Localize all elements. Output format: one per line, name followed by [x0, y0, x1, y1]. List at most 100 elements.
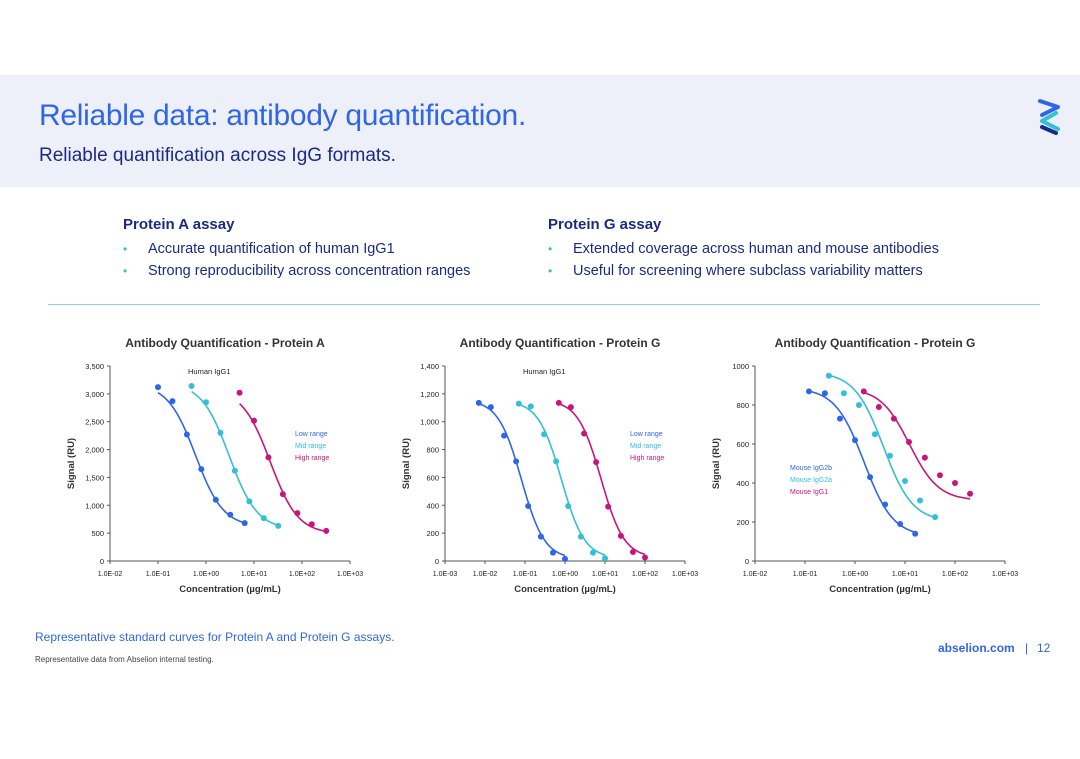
chart-protein-a: Antibody Quantification - Protein A 0 500 1… — [66, 336, 363, 595]
data-point — [308, 521, 315, 528]
data-point — [246, 498, 253, 505]
data-point — [875, 403, 882, 410]
x-tick-label: 1.0E+02 — [942, 571, 968, 578]
chart-protein-g-mouse: Antibody Quantification - Protein G 0 200 4… — [711, 336, 1018, 595]
legend-entry: Mid range — [295, 443, 326, 450]
fit-curve-line — [828, 374, 936, 519]
fit-curve-line — [478, 402, 566, 557]
figure-caption: Representative standard curves for Prote… — [35, 630, 395, 644]
x-tick-label: 1.0E+00 — [193, 571, 219, 578]
data-point — [860, 388, 867, 395]
assay-bullet: Extended coverage across human and mouse… — [548, 238, 978, 260]
data-point — [525, 502, 532, 509]
data-point — [323, 527, 330, 534]
data-point — [265, 454, 272, 461]
protein-a-assay: Protein A assay Accurate quantification … — [123, 216, 553, 282]
x-tick-label: 1.0E+01 — [592, 571, 618, 578]
x-tick-label: 1.0E+02 — [632, 571, 658, 578]
x-tick-label: 1.0E-01 — [513, 571, 538, 578]
y-tick-label: 1,400 — [420, 362, 439, 371]
x-tick-label: 1.0E+00 — [552, 571, 578, 578]
legend-entry: Mouse IgG2b — [790, 465, 832, 472]
legend-entry: High range — [630, 455, 664, 462]
data-point — [565, 502, 572, 509]
data-point — [217, 429, 224, 436]
x-tick-label: 1.0E+02 — [289, 571, 315, 578]
data-point — [279, 491, 286, 498]
y-tick-label: 3,500 — [85, 362, 104, 371]
x-axis-label: Concentration (µg/mL) — [829, 584, 931, 595]
data-point — [562, 555, 568, 562]
assay-bullet: Useful for screening where subclass vari… — [548, 260, 978, 282]
y-tick-label: 1,200 — [420, 390, 439, 399]
x-axis-label: Concentration (µg/mL) — [179, 584, 281, 595]
data-point — [501, 432, 508, 439]
page-number: 12 — [1037, 641, 1051, 655]
data-point — [515, 400, 522, 407]
data-point — [912, 530, 919, 537]
y-tick-label: 200 — [736, 518, 749, 527]
data-point — [871, 431, 878, 438]
y-axis-label: Signal (RU) — [401, 438, 412, 489]
y-tick-label: 1000 — [732, 362, 749, 371]
data-point — [890, 415, 897, 422]
data-point — [602, 555, 608, 562]
website-link[interactable]: abselion.com — [938, 641, 1015, 655]
chart-title: Antibody Quantification - Protein A — [125, 336, 325, 350]
data-point — [251, 417, 257, 424]
x-tick-label: 1.0E-02 — [743, 571, 768, 578]
assay-heading: Protein A assay — [123, 216, 235, 233]
data-point — [629, 548, 636, 555]
data-point — [231, 467, 238, 474]
legend-entry: Mouse IgG1 — [790, 489, 828, 496]
y-tick-label: 400 — [736, 479, 749, 488]
legend-entry: High range — [295, 455, 329, 462]
legend-entry: Low range — [630, 431, 663, 438]
data-point — [821, 390, 828, 397]
y-tick-label: 3,000 — [85, 390, 104, 399]
legend-entry: Low range — [295, 431, 328, 438]
assay-bullets: Accurate quantification of human IgG1 St… — [123, 238, 553, 282]
header-band — [0, 75, 1080, 187]
data-point — [227, 511, 234, 518]
y-tick-label: 1,000 — [85, 501, 104, 510]
x-tick-label: 1.0E+03 — [992, 571, 1018, 578]
data-point — [921, 454, 928, 461]
x-tick-label: 1.0E+00 — [842, 571, 868, 578]
y-tick-label: 400 — [426, 501, 439, 510]
data-point — [553, 458, 560, 465]
x-tick-label: 1.0E-01 — [146, 571, 171, 578]
data-point — [902, 478, 908, 485]
data-point — [198, 466, 205, 473]
data-point — [577, 533, 584, 540]
chart-annotation: Human IgG1 — [523, 367, 566, 376]
fit-curve-line — [191, 391, 279, 526]
data-point — [805, 388, 812, 395]
data-point — [581, 430, 588, 437]
fit-curve-line — [558, 403, 646, 556]
y-tick-label: 500 — [91, 529, 104, 538]
x-tick-label: 1.0E+03 — [672, 571, 698, 578]
y-tick-label: 800 — [736, 401, 749, 410]
data-point — [487, 404, 494, 411]
data-point — [897, 520, 904, 527]
data-point — [967, 490, 974, 497]
x-tick-label: 1.0E-03 — [433, 571, 458, 578]
assay-bullet: Accurate quantification of human IgG1 — [123, 238, 553, 260]
data-point — [537, 533, 544, 540]
data-point — [886, 452, 893, 459]
chart-title: Antibody Quantification - Protein G — [460, 336, 661, 350]
data-point — [567, 404, 574, 411]
x-tick-label: 1.0E+01 — [241, 571, 267, 578]
data-point — [852, 437, 858, 444]
data-point — [617, 532, 624, 539]
data-point — [260, 515, 267, 522]
data-point — [589, 549, 596, 556]
page-subtitle: Reliable quantification across IgG forma… — [39, 145, 396, 166]
legend-entry: Mouse IgG2a — [790, 477, 832, 484]
data-point — [475, 399, 482, 406]
x-tick-label: 1.0E+03 — [337, 571, 363, 578]
data-point — [593, 459, 600, 466]
x-tick-label: 1.0E-02 — [98, 571, 123, 578]
data-point — [513, 458, 520, 465]
